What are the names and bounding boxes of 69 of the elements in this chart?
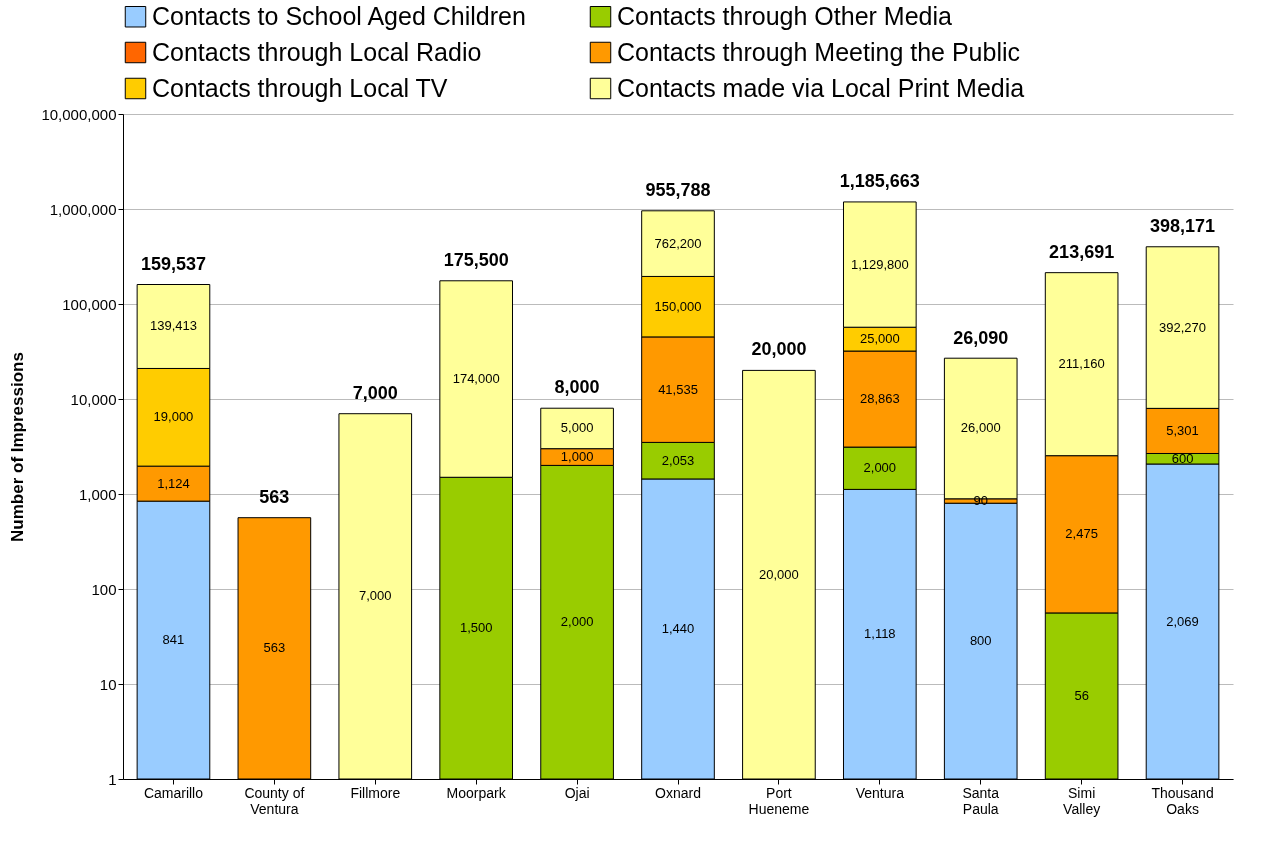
legend-label: Contacts through Local Radio xyxy=(152,37,482,66)
x-tick-label: Moorpark xyxy=(446,784,507,801)
data-label: 1,500 xyxy=(459,620,493,636)
data-label: 2,000 xyxy=(863,460,897,476)
legend-label: Contacts to School Aged Children xyxy=(152,1,526,30)
data-label: 90 xyxy=(973,493,988,509)
data-label: 563 xyxy=(263,640,286,656)
data-label: 25,000 xyxy=(859,331,900,347)
total-label: 7,000 xyxy=(352,382,398,403)
y-tick-label: 1,000 xyxy=(78,485,117,503)
x-tick-label: Simi Valley xyxy=(1063,784,1101,817)
y-tick-label: 10 xyxy=(99,675,117,693)
x-tick-label: Thousand Oaks xyxy=(1151,784,1214,817)
total-label: 213,691 xyxy=(1049,241,1115,262)
data-label: 20,000 xyxy=(759,566,799,582)
data-label: 2,000 xyxy=(560,614,594,630)
y-tick-label: 100,000 xyxy=(62,295,117,313)
data-label: 7,000 xyxy=(359,588,392,604)
data-label: 762,200 xyxy=(654,235,702,251)
data-label: 56 xyxy=(1074,687,1089,703)
data-label: 1,440 xyxy=(661,620,695,636)
data-label: 841 xyxy=(162,632,185,648)
annotation: 955,788 xyxy=(645,179,711,200)
data-label: 5,301 xyxy=(1166,422,1199,438)
x-tick-label: Fillmore xyxy=(350,784,401,801)
y-axis-title: Number of Impressions xyxy=(8,352,28,542)
annotation: 1,185,663 xyxy=(839,170,920,191)
legend-label: Contacts through Local TV xyxy=(152,73,448,102)
data-label: 800 xyxy=(969,633,992,649)
data-label: 19,000 xyxy=(153,409,194,425)
x-tick-label: County of Ventura xyxy=(244,784,305,817)
data-label: 1,118 xyxy=(864,626,896,642)
data-label: 1,124 xyxy=(157,475,190,491)
legend-label: Contacts made via Local Print Media xyxy=(617,73,1025,102)
data-label: 2,069 xyxy=(1166,613,1199,629)
x-tick-label: Santa Paula xyxy=(962,784,1000,817)
legend-label: Contacts through Meeting the Public xyxy=(617,37,1021,66)
annotation: 398,171 xyxy=(1150,215,1216,236)
data-label: 174,000 xyxy=(452,371,500,387)
y-tick-label: 100 xyxy=(91,580,117,598)
data-label: 5,000 xyxy=(560,420,594,436)
x-tick-label: Oxnard xyxy=(655,784,701,801)
legend-label: Contacts through Other Media xyxy=(617,1,952,30)
y-tick-label: 10,000,000 xyxy=(41,105,117,123)
data-label: 211,160 xyxy=(1058,356,1105,372)
data-label: 1,129,800 xyxy=(850,256,909,272)
total-label: 20,000 xyxy=(751,339,807,360)
annotation: 159,537 xyxy=(140,253,206,274)
data-label: 600 xyxy=(1171,450,1194,466)
annotation: 26,090 xyxy=(953,328,1009,349)
data-label: 150,000 xyxy=(654,298,702,314)
data-label: 1,000 xyxy=(560,449,594,465)
data-label: 2,475 xyxy=(1065,526,1098,542)
x-tick-label: Port Hueneme xyxy=(748,784,810,817)
total-label: 175,500 xyxy=(443,249,509,270)
data-label: 392,270 xyxy=(1159,319,1207,335)
data-label: 139,413 xyxy=(149,318,197,334)
y-tick-label: 1 xyxy=(108,770,117,788)
x-tick-label: Ojai xyxy=(564,784,590,801)
x-tick-label: Ventura xyxy=(855,784,905,801)
total-label: 8,000 xyxy=(554,377,600,398)
data-label: 26,000 xyxy=(960,420,1001,436)
y-tick-label: 10,000 xyxy=(70,390,117,408)
data-label: 2,053 xyxy=(661,452,695,468)
total-label: 563 xyxy=(259,486,290,507)
data-label: 41,535 xyxy=(658,381,698,397)
y-tick-label: 1,000,000 xyxy=(49,200,117,218)
data-label: 28,863 xyxy=(859,391,900,407)
x-tick-label: Camarillo xyxy=(143,784,204,801)
